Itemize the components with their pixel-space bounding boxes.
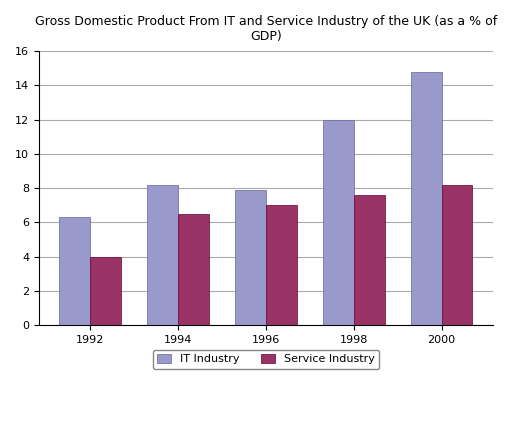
Bar xyxy=(266,205,297,325)
Bar xyxy=(178,214,209,325)
Bar xyxy=(59,217,90,325)
Bar xyxy=(147,184,178,325)
Bar xyxy=(323,119,354,325)
Title: Gross Domestic Product From IT and Service Industry of the UK (as a % of
GDP): Gross Domestic Product From IT and Servi… xyxy=(35,15,497,43)
Bar xyxy=(235,190,266,325)
Bar xyxy=(411,71,441,325)
Legend: IT Industry, Service Industry: IT Industry, Service Industry xyxy=(153,350,379,369)
Bar xyxy=(354,195,385,325)
Bar xyxy=(441,184,472,325)
Bar xyxy=(90,256,121,325)
